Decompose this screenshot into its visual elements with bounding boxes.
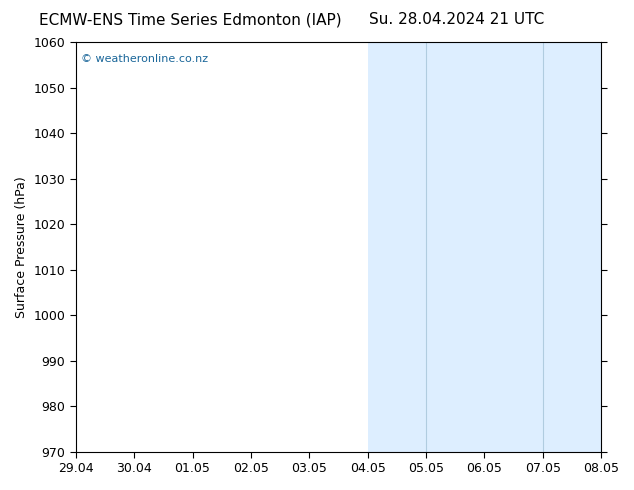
Bar — [368, 42, 426, 452]
Y-axis label: Surface Pressure (hPa): Surface Pressure (hPa) — [15, 176, 28, 318]
Text: Su. 28.04.2024 21 UTC: Su. 28.04.2024 21 UTC — [369, 12, 544, 27]
Text: © weatheronline.co.nz: © weatheronline.co.nz — [81, 54, 208, 64]
Bar — [484, 42, 543, 452]
Bar — [426, 42, 484, 452]
Bar — [543, 42, 601, 452]
Text: ECMW-ENS Time Series Edmonton (IAP): ECMW-ENS Time Series Edmonton (IAP) — [39, 12, 342, 27]
